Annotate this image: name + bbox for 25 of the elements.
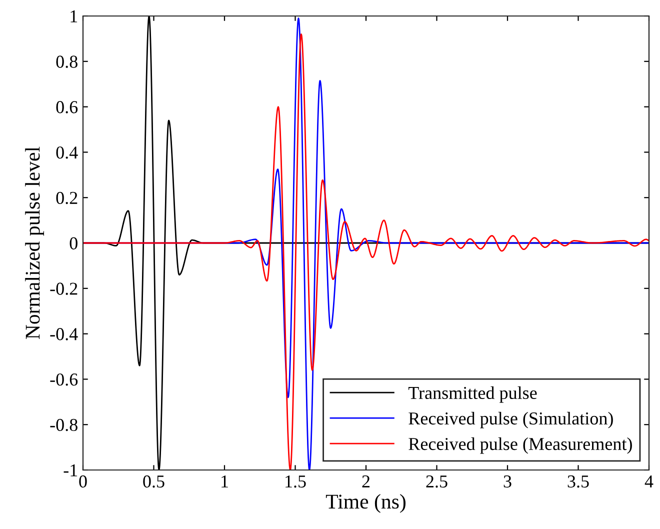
y-tick-label: -0.4: [50, 328, 78, 340]
y-axis-title: Normalized pulse level: [25, 146, 44, 340]
y-tick-label: -0.6: [50, 373, 78, 386]
legend-label: Transmitted pulse: [408, 386, 537, 403]
x-axis-title: Time (ns): [326, 494, 406, 513]
x-tick-label: 2.5: [426, 475, 448, 488]
x-tick-label: 3: [504, 475, 512, 488]
x-tick-label: 1: [222, 475, 228, 488]
x-tick-label: 0.5: [143, 475, 164, 488]
x-tick-label: 3.5: [568, 475, 589, 488]
x-tick-label: 2: [362, 475, 370, 488]
x-tick-label: 4: [644, 476, 654, 488]
y-tick-label: 0.2: [56, 192, 78, 204]
y-tick-label: 0: [70, 237, 78, 250]
legend-label: Received pulse (Simulation): [408, 412, 613, 428]
y-tick-label: 0.8: [56, 56, 78, 68]
x-tick-label: 0: [79, 475, 87, 488]
y-tick-label: 1: [70, 10, 78, 22]
y-tick-label: 0.4: [56, 146, 78, 159]
legend-label: Received pulse (Measurement): [408, 437, 632, 454]
x-tick-label: 1.5: [286, 475, 306, 488]
y-tick-label: 0.6: [56, 101, 78, 114]
y-tick-label: -1: [64, 464, 78, 476]
y-tick-label: -0.8: [50, 418, 78, 432]
y-tick-label: -0.2: [50, 282, 78, 295]
